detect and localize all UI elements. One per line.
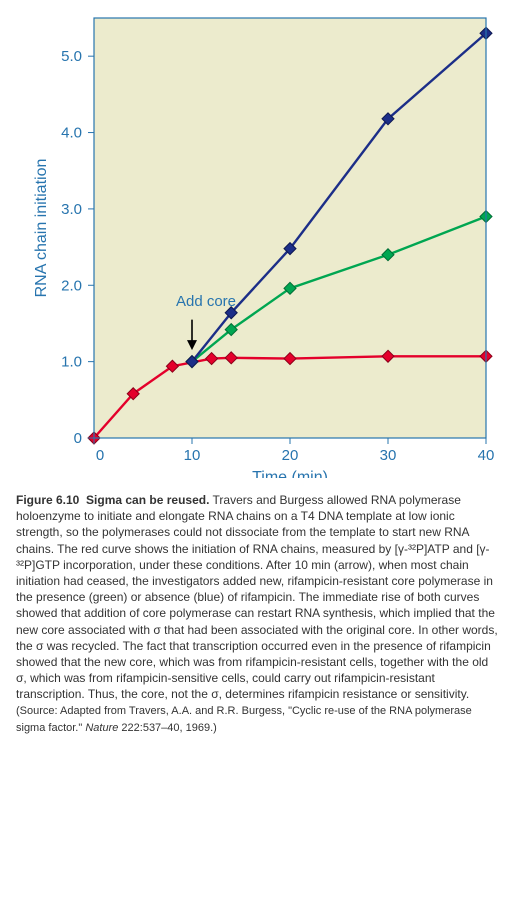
caption-body: Travers and Burgess allowed RNA polymera… bbox=[16, 493, 498, 701]
xtick-label: 10 bbox=[184, 447, 201, 464]
xtick-label: 30 bbox=[380, 447, 397, 464]
ytick-label: 4.0 bbox=[61, 125, 82, 142]
figure-caption: Figure 6.10 Sigma can be reused. Travers… bbox=[16, 492, 500, 736]
ytick-label: 2.0 bbox=[61, 277, 82, 294]
add-core-label: Add core bbox=[176, 293, 236, 310]
line-chart: Add core 0 1.0 2.0 3.0 4.0 5.0 0 10 20 30 40 Time (m… bbox=[16, 8, 500, 478]
caption-source-prefix: (Source: bbox=[16, 705, 58, 717]
ytick-label: 5.0 bbox=[61, 48, 82, 65]
ytick-label: 1.0 bbox=[61, 354, 82, 371]
caption-fig-label: Figure 6.10 bbox=[16, 493, 79, 507]
figure-wrap: Add core 0 1.0 2.0 3.0 4.0 5.0 0 10 20 30 40 Time (m… bbox=[0, 0, 516, 752]
x-axis-title: Time (min) bbox=[252, 469, 328, 478]
xtick-label: 20 bbox=[282, 447, 299, 464]
caption-source-journal: Nature bbox=[85, 722, 118, 734]
xtick-label: 40 bbox=[478, 447, 495, 464]
xtick-label: 0 bbox=[96, 447, 104, 464]
caption-title: Sigma can be reused. bbox=[86, 493, 209, 507]
ytick-label: 0 bbox=[74, 430, 82, 447]
ytick-label: 3.0 bbox=[61, 201, 82, 218]
y-axis-title: RNA chain initiation bbox=[33, 159, 50, 298]
caption-source-ref: 222:537–40, 1969.) bbox=[118, 722, 216, 734]
